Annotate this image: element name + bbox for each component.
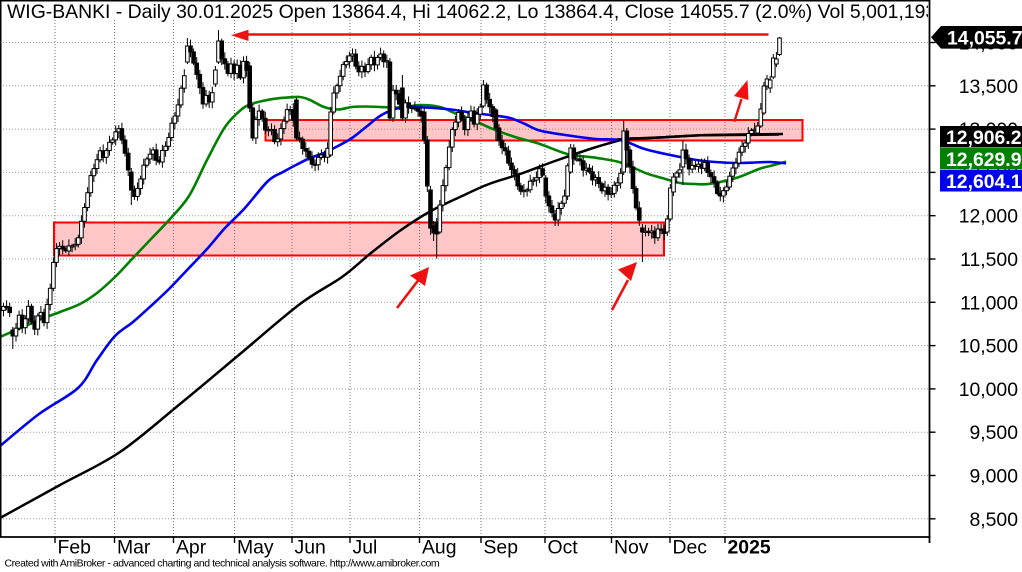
svg-text:Nov: Nov <box>614 537 649 559</box>
svg-text:Feb: Feb <box>58 537 91 559</box>
svg-text:Oct: Oct <box>548 537 579 559</box>
svg-text:12,629.9: 12,629.9 <box>946 149 1022 171</box>
svg-text:WIG-BANKI - Daily 30.01.2025 O: WIG-BANKI - Daily 30.01.2025 Open 13864.… <box>7 1 936 23</box>
svg-text:Mar: Mar <box>117 537 151 559</box>
svg-text:9,500: 9,500 <box>969 422 1018 444</box>
svg-text:8,500: 8,500 <box>969 509 1018 531</box>
svg-text:Apr: Apr <box>176 537 207 559</box>
svg-text:12,906.2: 12,906.2 <box>946 127 1021 149</box>
svg-text:Jul: Jul <box>353 537 378 559</box>
svg-text:Aug: Aug <box>422 537 457 559</box>
svg-text:May: May <box>237 537 274 559</box>
svg-text:Jun: Jun <box>295 537 326 559</box>
svg-text:10,500: 10,500 <box>959 336 1019 358</box>
svg-text:Created with AmiBroker - advan: Created with AmiBroker - advanced charti… <box>5 558 440 570</box>
svg-text:Sep: Sep <box>484 537 519 559</box>
svg-text:14,055.7: 14,055.7 <box>947 27 1022 49</box>
svg-text:11,000: 11,000 <box>960 292 1018 314</box>
svg-text:12,604.1: 12,604.1 <box>946 171 1022 193</box>
svg-text:9,000: 9,000 <box>969 466 1018 488</box>
svg-text:12,000: 12,000 <box>959 206 1019 228</box>
svg-text:13,500: 13,500 <box>959 76 1019 98</box>
svg-text:Dec: Dec <box>673 537 708 559</box>
svg-text:11,500: 11,500 <box>960 249 1018 271</box>
svg-text:2025: 2025 <box>728 537 771 559</box>
svg-text:10,000: 10,000 <box>959 379 1019 401</box>
